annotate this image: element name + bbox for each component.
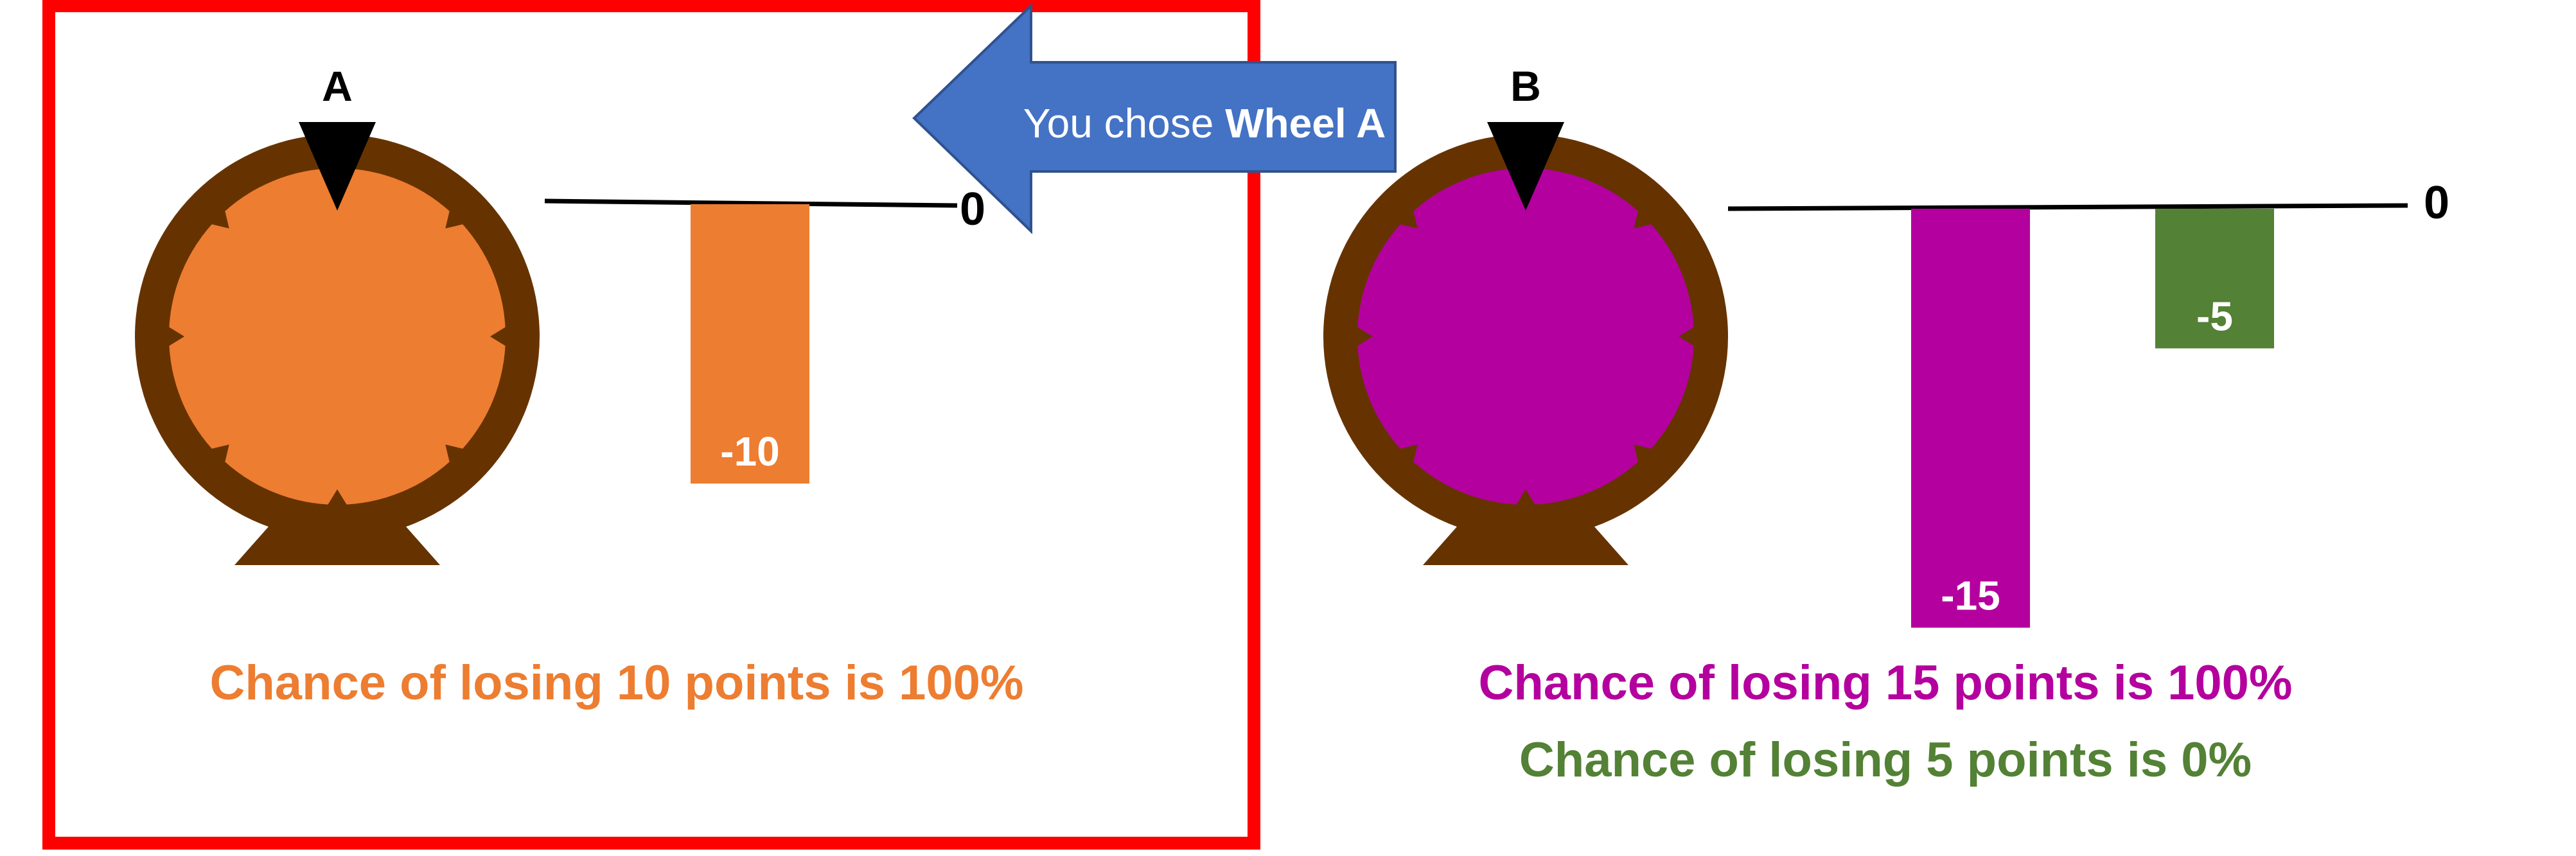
wheel-a-panel: A 0 -10 [135, 62, 985, 565]
selection-frame [42, 0, 1260, 850]
outcome-bar-label: -10 [720, 428, 780, 475]
wheel-peg [1398, 444, 1418, 464]
wheel-peg [1515, 489, 1536, 506]
wheel-a-label: A [322, 62, 353, 110]
wheel-peg [1679, 326, 1695, 347]
wheel-peg [327, 489, 348, 506]
wheel-peg [168, 326, 184, 347]
outcome-bar [691, 204, 809, 484]
outcome-bars-a: -10 [691, 204, 809, 484]
wheel-peg [1356, 326, 1373, 347]
wheel-a-icon [135, 122, 540, 565]
outcome-bar [1911, 209, 2030, 628]
callout-text: You chose Wheel A [1023, 100, 1386, 146]
wheel-face [1357, 168, 1694, 505]
probability-text-a-1: Chance of losing 10 points is 100% [209, 656, 1024, 710]
choice-callout: You chose Wheel A [912, 3, 1397, 234]
wheel-peg [1634, 444, 1653, 464]
wheel-peg [445, 209, 464, 229]
wheel-peg [210, 444, 229, 464]
pointer-icon [299, 122, 376, 211]
wheel-b-icon [1323, 122, 1728, 565]
probability-text-b-2: Chance of losing 5 points is 0% [1519, 733, 2252, 787]
outcome-bars-b: -15 -5 [1911, 209, 2274, 628]
callout-emphasis: Wheel A [1225, 100, 1386, 146]
wheel-peg [1398, 209, 1418, 229]
zero-label-b: 0 [2424, 177, 2449, 229]
wheel-peg [445, 444, 464, 464]
wheel-b-label: B [1510, 62, 1541, 110]
callout-prefix: You chose [1023, 100, 1225, 146]
wheel-peg [1634, 209, 1653, 229]
wheel-peg [210, 209, 229, 229]
left-arrow-icon [912, 3, 1397, 234]
outcome-bar-label: -5 [2196, 293, 2233, 340]
probability-text-b-1: Chance of losing 15 points is 100% [1478, 656, 2293, 710]
outcome-bar-label: -15 [1941, 573, 2000, 619]
wheel-b-panel: B 0 -15 -5 [1323, 62, 2449, 628]
wheel-face [169, 168, 506, 505]
zero-label-a: 0 [960, 184, 985, 235]
pointer-icon [1487, 122, 1564, 211]
outcome-bar [2155, 209, 2274, 349]
zero-baseline-a [544, 198, 958, 208]
zero-baseline-b [1727, 203, 2408, 211]
wheel-peg [490, 326, 507, 347]
